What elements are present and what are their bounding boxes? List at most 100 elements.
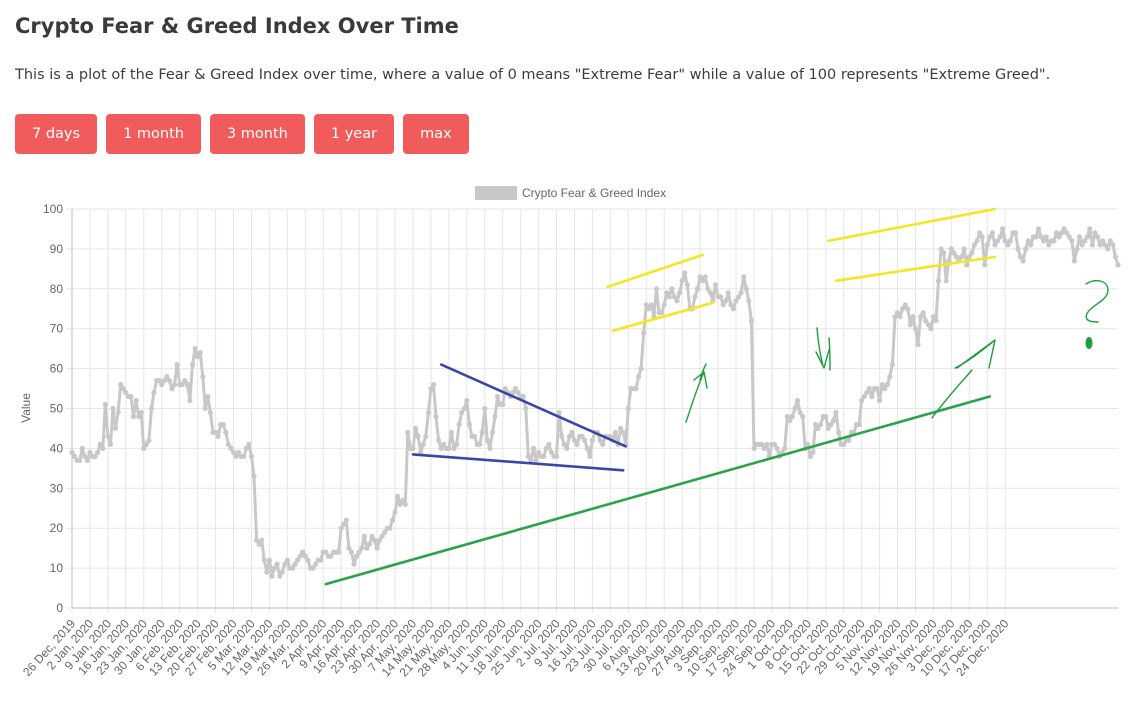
data-point	[118, 382, 124, 388]
data-point	[179, 382, 185, 388]
trend-line-annotation	[826, 207, 997, 243]
data-point	[884, 382, 890, 388]
hand-drawn-up-arrow-1	[685, 363, 708, 423]
data-point	[246, 441, 252, 447]
data-point	[541, 453, 547, 459]
data-point	[900, 306, 906, 312]
data-point	[525, 453, 531, 459]
data-point	[728, 302, 734, 308]
data-point	[612, 429, 619, 435]
data-point	[174, 362, 180, 368]
data-point	[825, 425, 831, 431]
data-point	[310, 565, 316, 571]
data-point	[205, 393, 211, 400]
range-1-month-button[interactable]: 1 month	[106, 114, 201, 154]
data-point	[141, 445, 147, 451]
data-point	[295, 557, 301, 563]
data-point	[425, 409, 431, 416]
data-point	[495, 393, 501, 400]
data-point	[182, 378, 188, 384]
data-point	[725, 290, 731, 296]
chart-legend[interactable]: Crypto Fear & Greed Index	[475, 186, 666, 200]
data-point	[938, 246, 944, 252]
data-point	[200, 374, 206, 380]
data-point	[156, 378, 162, 384]
data-point	[982, 262, 988, 268]
data-point	[959, 254, 965, 260]
data-point	[1051, 238, 1057, 244]
data-point	[392, 509, 398, 515]
data-point	[764, 441, 770, 447]
data-point	[864, 389, 870, 396]
data-point	[510, 389, 516, 396]
data-point	[682, 270, 688, 276]
data-point	[1071, 258, 1077, 264]
data-point	[671, 294, 678, 300]
data-point	[1028, 242, 1034, 248]
range-1-year-button[interactable]: 1 year	[313, 114, 395, 154]
data-point	[789, 413, 796, 420]
data-point	[269, 573, 275, 579]
range-max-button[interactable]: max	[403, 114, 469, 154]
data-point	[600, 441, 606, 447]
data-point	[1105, 246, 1111, 252]
data-point	[846, 437, 852, 443]
data-point	[966, 254, 972, 260]
data-point	[1043, 234, 1049, 240]
data-point	[889, 362, 896, 368]
data-point	[579, 433, 585, 439]
data-point	[559, 433, 565, 439]
data-point	[400, 497, 406, 503]
data-point	[953, 254, 960, 260]
data-point	[987, 234, 993, 240]
data-point	[284, 557, 290, 563]
data-point	[625, 405, 631, 412]
data-point	[123, 389, 129, 396]
data-point	[582, 437, 588, 443]
data-point	[133, 397, 139, 404]
data-point	[438, 445, 444, 451]
data-point	[882, 386, 888, 392]
data-point	[95, 449, 101, 455]
data-point	[72, 453, 78, 459]
data-point	[874, 386, 880, 392]
data-point	[189, 362, 196, 368]
y-tick-label: 70	[50, 322, 64, 336]
data-point	[489, 429, 496, 435]
data-point	[561, 441, 567, 447]
data-point	[1064, 230, 1070, 236]
data-point	[1066, 234, 1072, 240]
data-point	[371, 537, 378, 543]
data-point	[925, 322, 931, 328]
data-point	[277, 573, 283, 579]
data-point	[738, 290, 744, 296]
data-point	[471, 433, 478, 439]
data-point	[1089, 242, 1095, 248]
series-line	[70, 227, 1120, 578]
data-point	[553, 453, 560, 459]
hand-drawn-dot	[1085, 337, 1093, 349]
range-7-days-button[interactable]: 7 days	[15, 114, 98, 154]
data-point	[259, 537, 265, 543]
data-point	[1079, 242, 1085, 248]
data-point	[861, 393, 867, 400]
data-point	[971, 242, 978, 248]
range-3-month-button[interactable]: 3 month	[209, 114, 305, 154]
hand-drawn-up-arrow-2	[931, 339, 996, 419]
data-point	[1038, 234, 1044, 240]
data-point	[700, 278, 706, 284]
data-point	[377, 537, 383, 543]
data-point	[1015, 246, 1021, 252]
data-point	[220, 421, 226, 428]
data-point	[587, 453, 593, 459]
data-point	[430, 382, 437, 388]
data-point	[161, 378, 167, 384]
data-point	[941, 250, 947, 256]
data-point	[130, 413, 137, 420]
data-point	[897, 314, 903, 320]
data-point	[482, 405, 488, 412]
data-point	[454, 441, 460, 447]
data-point	[692, 294, 698, 300]
data-point	[502, 386, 508, 392]
data-point	[166, 378, 172, 384]
